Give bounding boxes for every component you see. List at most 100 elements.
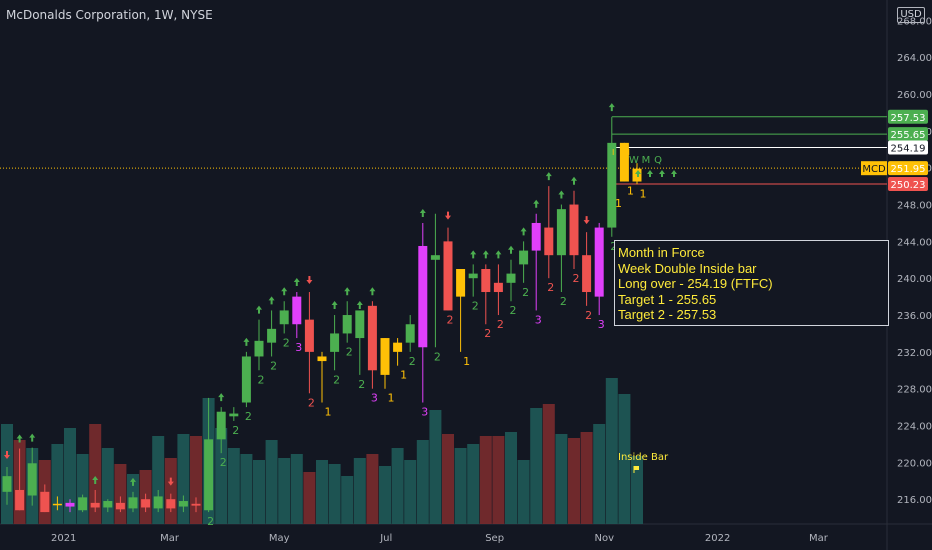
y-tick-label: 232.00: [897, 348, 932, 359]
volume-bar: [568, 438, 580, 524]
arrow-down-icon: [583, 216, 590, 225]
volume-bar: [64, 428, 76, 524]
strat-bar-number: 1: [463, 355, 470, 368]
chart-title: McDonalds Corporation, 1W, NYSE: [6, 8, 213, 22]
candle-body: [128, 497, 138, 509]
y-tick-label: 244.00: [897, 237, 932, 248]
volume-bar: [404, 460, 417, 524]
note-line-3: Long over - 254.19 (FTFC): [618, 276, 773, 291]
pattern-letter: M: [642, 155, 651, 166]
strat-bar-number: 2: [258, 373, 265, 386]
candle-body: [166, 499, 176, 509]
volume-bar: [164, 458, 177, 524]
arrow-up-icon: [470, 250, 477, 259]
arrow-up-icon: [344, 287, 351, 296]
arrow-up-icon: [608, 103, 615, 112]
volume-bar: [479, 436, 492, 524]
volume-bar: [530, 408, 543, 524]
strat-bar-number: 2: [510, 304, 517, 317]
price-tag-label: 255.65: [891, 130, 926, 141]
arrow-up-icon: [356, 301, 363, 310]
strat-bar-number: 3: [371, 392, 378, 405]
candle-body: [619, 142, 629, 182]
candle-body: [15, 489, 25, 511]
candle-body: [241, 356, 251, 403]
strat-bar-number: 2: [497, 318, 504, 331]
volume-bar: [328, 464, 341, 524]
candle-body: [594, 227, 604, 297]
strat-bar-number: 2: [346, 346, 353, 359]
strat-bar-number: 2: [409, 355, 416, 368]
volume-bar: [467, 444, 480, 524]
currency-button[interactable]: USD: [897, 7, 925, 23]
volume-bar: [353, 458, 366, 524]
x-tick-label: 2022: [705, 533, 730, 544]
volume-bar: [605, 378, 618, 524]
candle-body: [380, 338, 390, 375]
volume-bar: [114, 464, 127, 524]
arrow-up-icon: [293, 278, 300, 287]
note-line-2: Week Double Inside bar: [618, 260, 757, 276]
pattern-letter: N: [624, 148, 630, 157]
volume-bar: [265, 440, 278, 524]
arrow-up-icon: [571, 176, 577, 185]
price-tag: [888, 161, 928, 176]
candle-body: [90, 502, 100, 508]
strat-bar-number: 2: [447, 313, 454, 326]
note-line-5: Target 2 - 257.53: [618, 307, 717, 322]
y-tick-label: 220.00: [897, 458, 932, 469]
x-tick-label: 2021: [51, 533, 76, 544]
strat-bar-number: 2: [220, 456, 227, 469]
y-tick-label: 228.00: [897, 385, 932, 396]
volume-bar: [542, 404, 555, 524]
candle-body: [65, 502, 75, 507]
strat-bar-number: 2: [283, 336, 290, 349]
arrow-down-icon: [306, 276, 313, 285]
volume-bar: [555, 434, 568, 524]
x-tick-label: Sep: [485, 533, 504, 544]
strat-bar-number: 2: [434, 350, 441, 363]
candle-body: [569, 204, 579, 256]
volume-bar: [316, 460, 328, 524]
price-tag: [888, 109, 928, 124]
volume-bar: [454, 448, 467, 524]
volume-bar: [517, 460, 530, 524]
volume-bar: [580, 432, 593, 524]
arrow-up-icon: [243, 337, 250, 346]
strat-bar-number: 2: [547, 281, 554, 294]
symbol-label: MCD: [862, 164, 886, 175]
candle-body: [342, 315, 352, 334]
candle-body: [216, 411, 226, 440]
strat-bar-number: 3: [421, 406, 428, 419]
candle-body: [141, 499, 151, 508]
volume-bar: [51, 444, 64, 524]
strat-bar-number: 2: [358, 378, 365, 391]
arrow-up-icon: [419, 208, 426, 217]
volume-bar: [240, 454, 253, 524]
arrow-up-icon: [256, 305, 262, 314]
pattern-letter: Q: [654, 155, 662, 166]
strat-bar-number: 2: [484, 327, 491, 340]
volume-bar: [253, 460, 265, 524]
arrow-up-icon: [671, 170, 677, 177]
arrow-up-icon: [545, 172, 552, 181]
candle-body: [367, 305, 377, 371]
price-tag-label: 257.53: [891, 113, 926, 124]
strat-bar-number: 2: [560, 295, 567, 308]
x-tick-label: Mar: [160, 533, 180, 544]
x-tick-label: May: [269, 533, 290, 544]
y-tick-label: 260.00: [897, 90, 932, 101]
candle-body: [330, 333, 340, 352]
y-tick-label: 264.00: [897, 53, 932, 64]
candle-body: [556, 209, 566, 256]
y-tick-label: 224.00: [897, 422, 932, 433]
arrow-up-icon: [533, 199, 540, 208]
flag-icon: [634, 466, 639, 470]
trade-plan-note: Month in Force Week Double Inside bar Lo…: [614, 240, 889, 326]
note-line-1: Month in Force: [618, 245, 705, 260]
candle-body: [229, 413, 239, 417]
candle-body: [279, 310, 289, 325]
current-bar-number: 1: [615, 197, 622, 210]
strat-bar-number: 1: [400, 369, 407, 382]
